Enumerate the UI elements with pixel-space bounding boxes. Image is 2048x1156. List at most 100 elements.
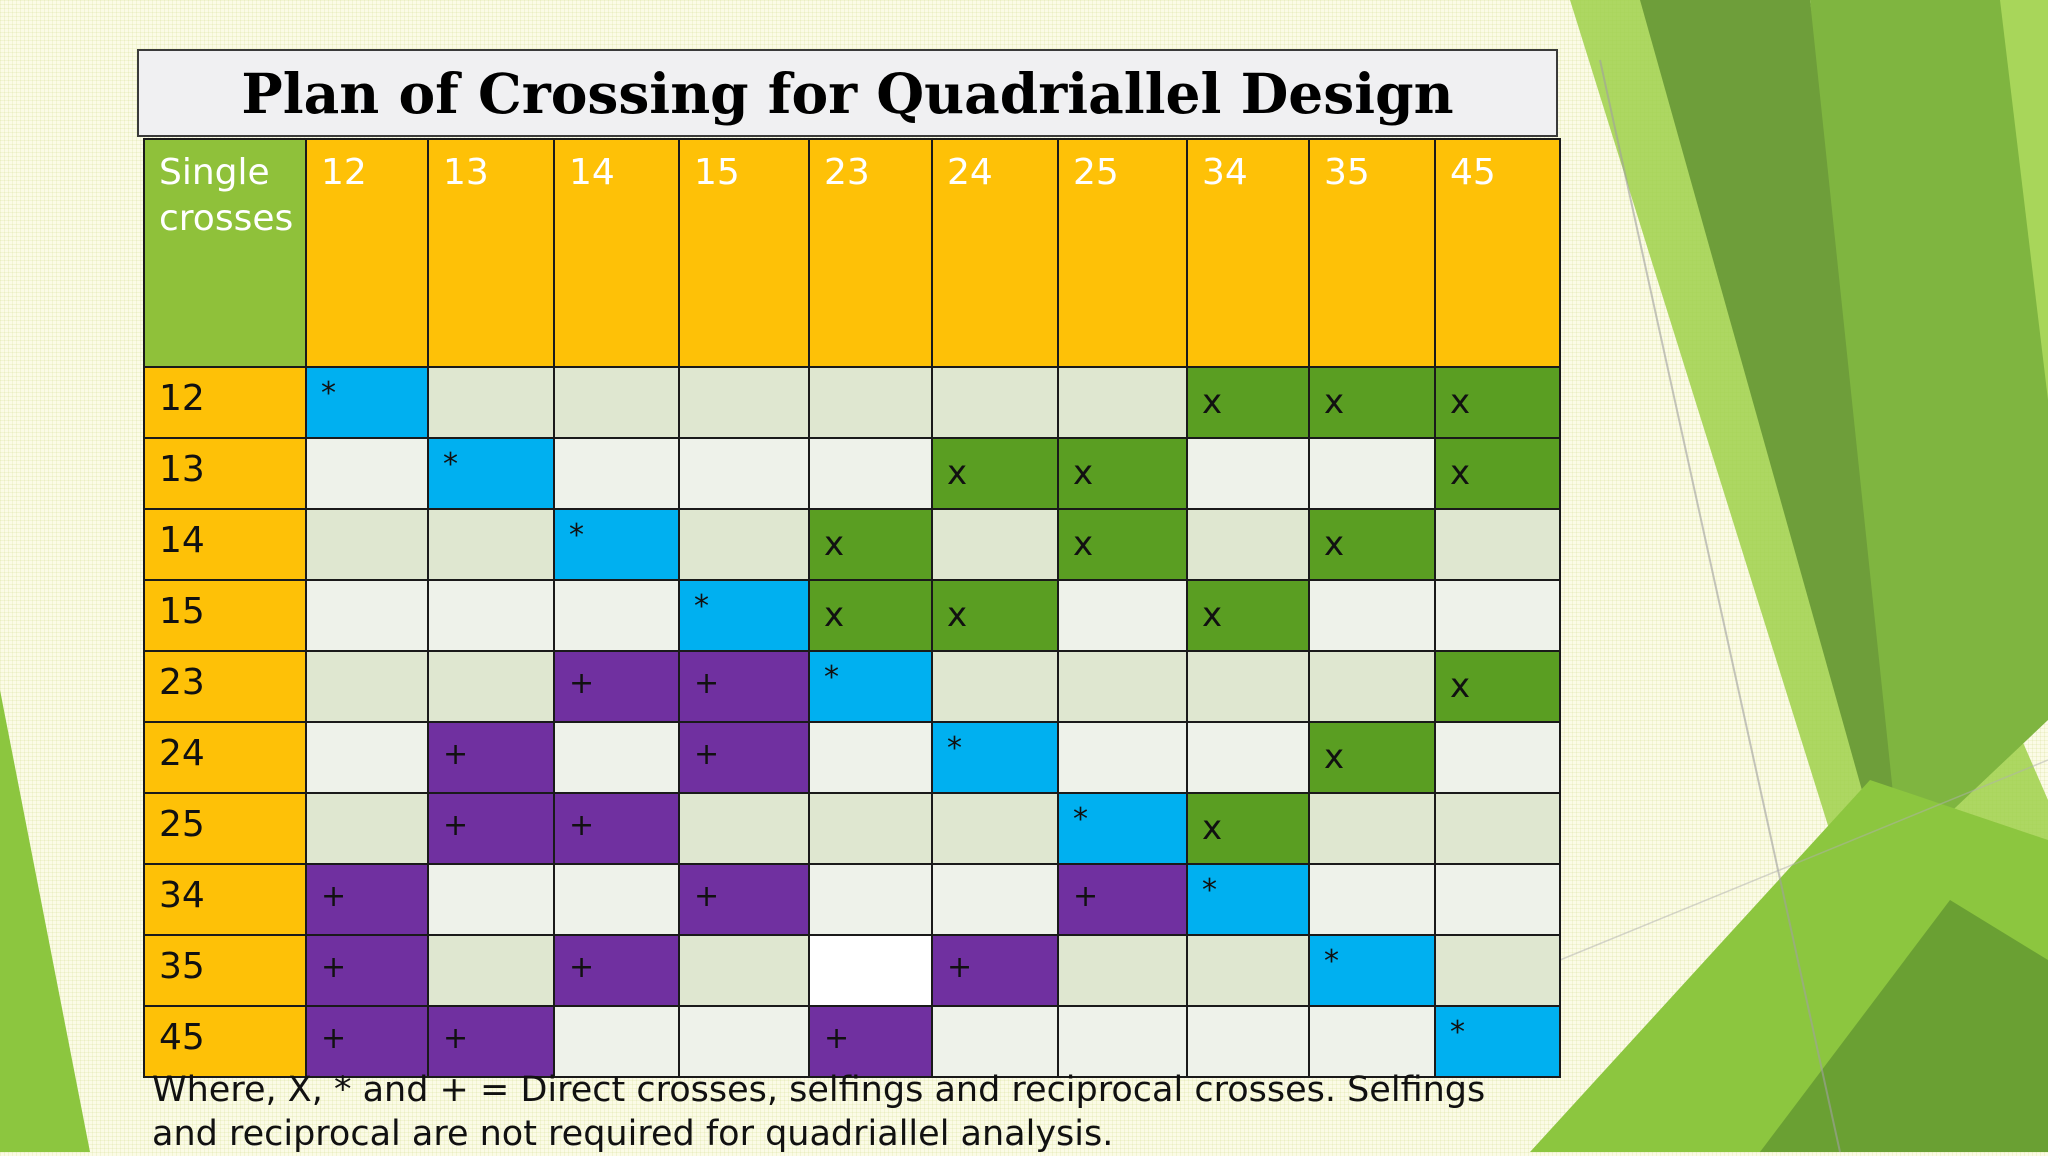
column-header: 25	[1057, 138, 1188, 368]
table-cell	[678, 934, 810, 1007]
column-header: 45	[1434, 138, 1561, 368]
column-header: 14	[553, 138, 680, 368]
table-cell: +	[1057, 863, 1188, 936]
table-cell: x	[808, 508, 933, 581]
bg-thin-line	[1599, 59, 1841, 1152]
table-cell: +	[553, 934, 680, 1007]
table-cell	[427, 650, 555, 723]
column-header: 35	[1308, 138, 1436, 368]
table-row: 23 + + * x	[143, 650, 1561, 723]
footnote-line-1: Where, X, * and + = Direct crosses, self…	[152, 1070, 1486, 1110]
table-cell: x	[1308, 721, 1436, 794]
column-header: 34	[1186, 138, 1310, 368]
table-cell: x	[1186, 792, 1310, 865]
table-cell	[553, 721, 680, 794]
table-cell	[678, 508, 810, 581]
table-cell: *	[678, 579, 810, 652]
column-header: 13	[427, 138, 555, 368]
table-cell: x	[1434, 650, 1561, 723]
table-cell	[808, 366, 933, 439]
table-cell	[553, 437, 680, 510]
bg-shape-left-green	[0, 690, 90, 1152]
table-cell: x	[808, 579, 933, 652]
table-cell	[1308, 1005, 1436, 1078]
row-header: 14	[143, 508, 307, 581]
table-row: 25 + + * x	[143, 792, 1561, 865]
table-cell	[1186, 721, 1310, 794]
table-cell: +	[553, 792, 680, 865]
table-row: 12 * x x x	[143, 366, 1561, 439]
column-header: 15	[678, 138, 810, 368]
column-header: 12	[305, 138, 429, 368]
table-cell	[808, 721, 933, 794]
table-cell	[305, 579, 429, 652]
table-cell: +	[931, 934, 1059, 1007]
table-cell	[1186, 437, 1310, 510]
table-cell	[427, 863, 555, 936]
table-cell	[305, 650, 429, 723]
table-body: 12 * x x x 13 * x x x 14 * x x x 15 * x x x 23 + + * x 24 + + * x 25 + +…	[143, 366, 1561, 1078]
row-header: 35	[143, 934, 307, 1007]
table-cell	[305, 437, 429, 510]
table-cell: x	[1186, 366, 1310, 439]
table-cell: x	[1057, 508, 1188, 581]
table-cell	[553, 579, 680, 652]
table-cell: +	[678, 721, 810, 794]
table-cell	[1434, 508, 1561, 581]
table-cell	[678, 437, 810, 510]
table-cell	[1186, 934, 1310, 1007]
row-header: 24	[143, 721, 307, 794]
table-cell	[808, 863, 933, 936]
table-row: 24 + + * x	[143, 721, 1561, 794]
table-cell: +	[305, 934, 429, 1007]
column-header: 23	[808, 138, 933, 368]
table-cell	[1308, 792, 1436, 865]
corner-header: Single crosses	[143, 138, 307, 368]
bg-shape-right-dark	[1640, 0, 1930, 890]
table-cell: *	[553, 508, 680, 581]
row-header: 34	[143, 863, 307, 936]
bg-thin-line-2	[1559, 759, 2048, 961]
header-row: Single crosses 12 13 14 15 23 24 25 34 3…	[143, 138, 1561, 368]
footnote: Where, X, * and + = Direct crosses, self…	[152, 1068, 1552, 1156]
table-cell	[808, 934, 933, 1007]
table-cell	[427, 579, 555, 652]
table-cell	[808, 437, 933, 510]
table-cell	[678, 792, 810, 865]
table-cell: x	[1434, 366, 1561, 439]
table-cell	[1057, 650, 1188, 723]
row-header: 15	[143, 579, 307, 652]
table-row: 45 + + + *	[143, 1005, 1561, 1078]
table-cell	[808, 792, 933, 865]
row-header: 23	[143, 650, 307, 723]
table-cell	[1434, 934, 1561, 1007]
table-cell: x	[931, 579, 1059, 652]
table-cell: *	[1434, 1005, 1561, 1078]
table-cell	[1434, 863, 1561, 936]
table-cell	[931, 792, 1059, 865]
table-cell	[678, 366, 810, 439]
table-cell: +	[678, 650, 810, 723]
table-cell	[1057, 1005, 1188, 1078]
table-cell: +	[553, 650, 680, 723]
table-cell: x	[931, 437, 1059, 510]
table-cell	[931, 650, 1059, 723]
table-cell	[931, 863, 1059, 936]
table-cell: +	[427, 1005, 555, 1078]
table-row: 34 + + + *	[143, 863, 1561, 936]
table-cell	[427, 508, 555, 581]
table-cell	[553, 366, 680, 439]
table-cell: *	[427, 437, 555, 510]
table-cell	[931, 1005, 1059, 1078]
table-cell	[305, 721, 429, 794]
table-row: 14 * x x x	[143, 508, 1561, 581]
table-cell: x	[1186, 579, 1310, 652]
table-cell	[1057, 579, 1188, 652]
bg-shape-right-mid	[1810, 0, 2048, 860]
table-cell	[1308, 863, 1436, 936]
row-header: 12	[143, 366, 307, 439]
table-cell	[1057, 934, 1188, 1007]
table-cell	[1434, 579, 1561, 652]
table-cell	[1434, 721, 1561, 794]
table-cell	[1308, 650, 1436, 723]
